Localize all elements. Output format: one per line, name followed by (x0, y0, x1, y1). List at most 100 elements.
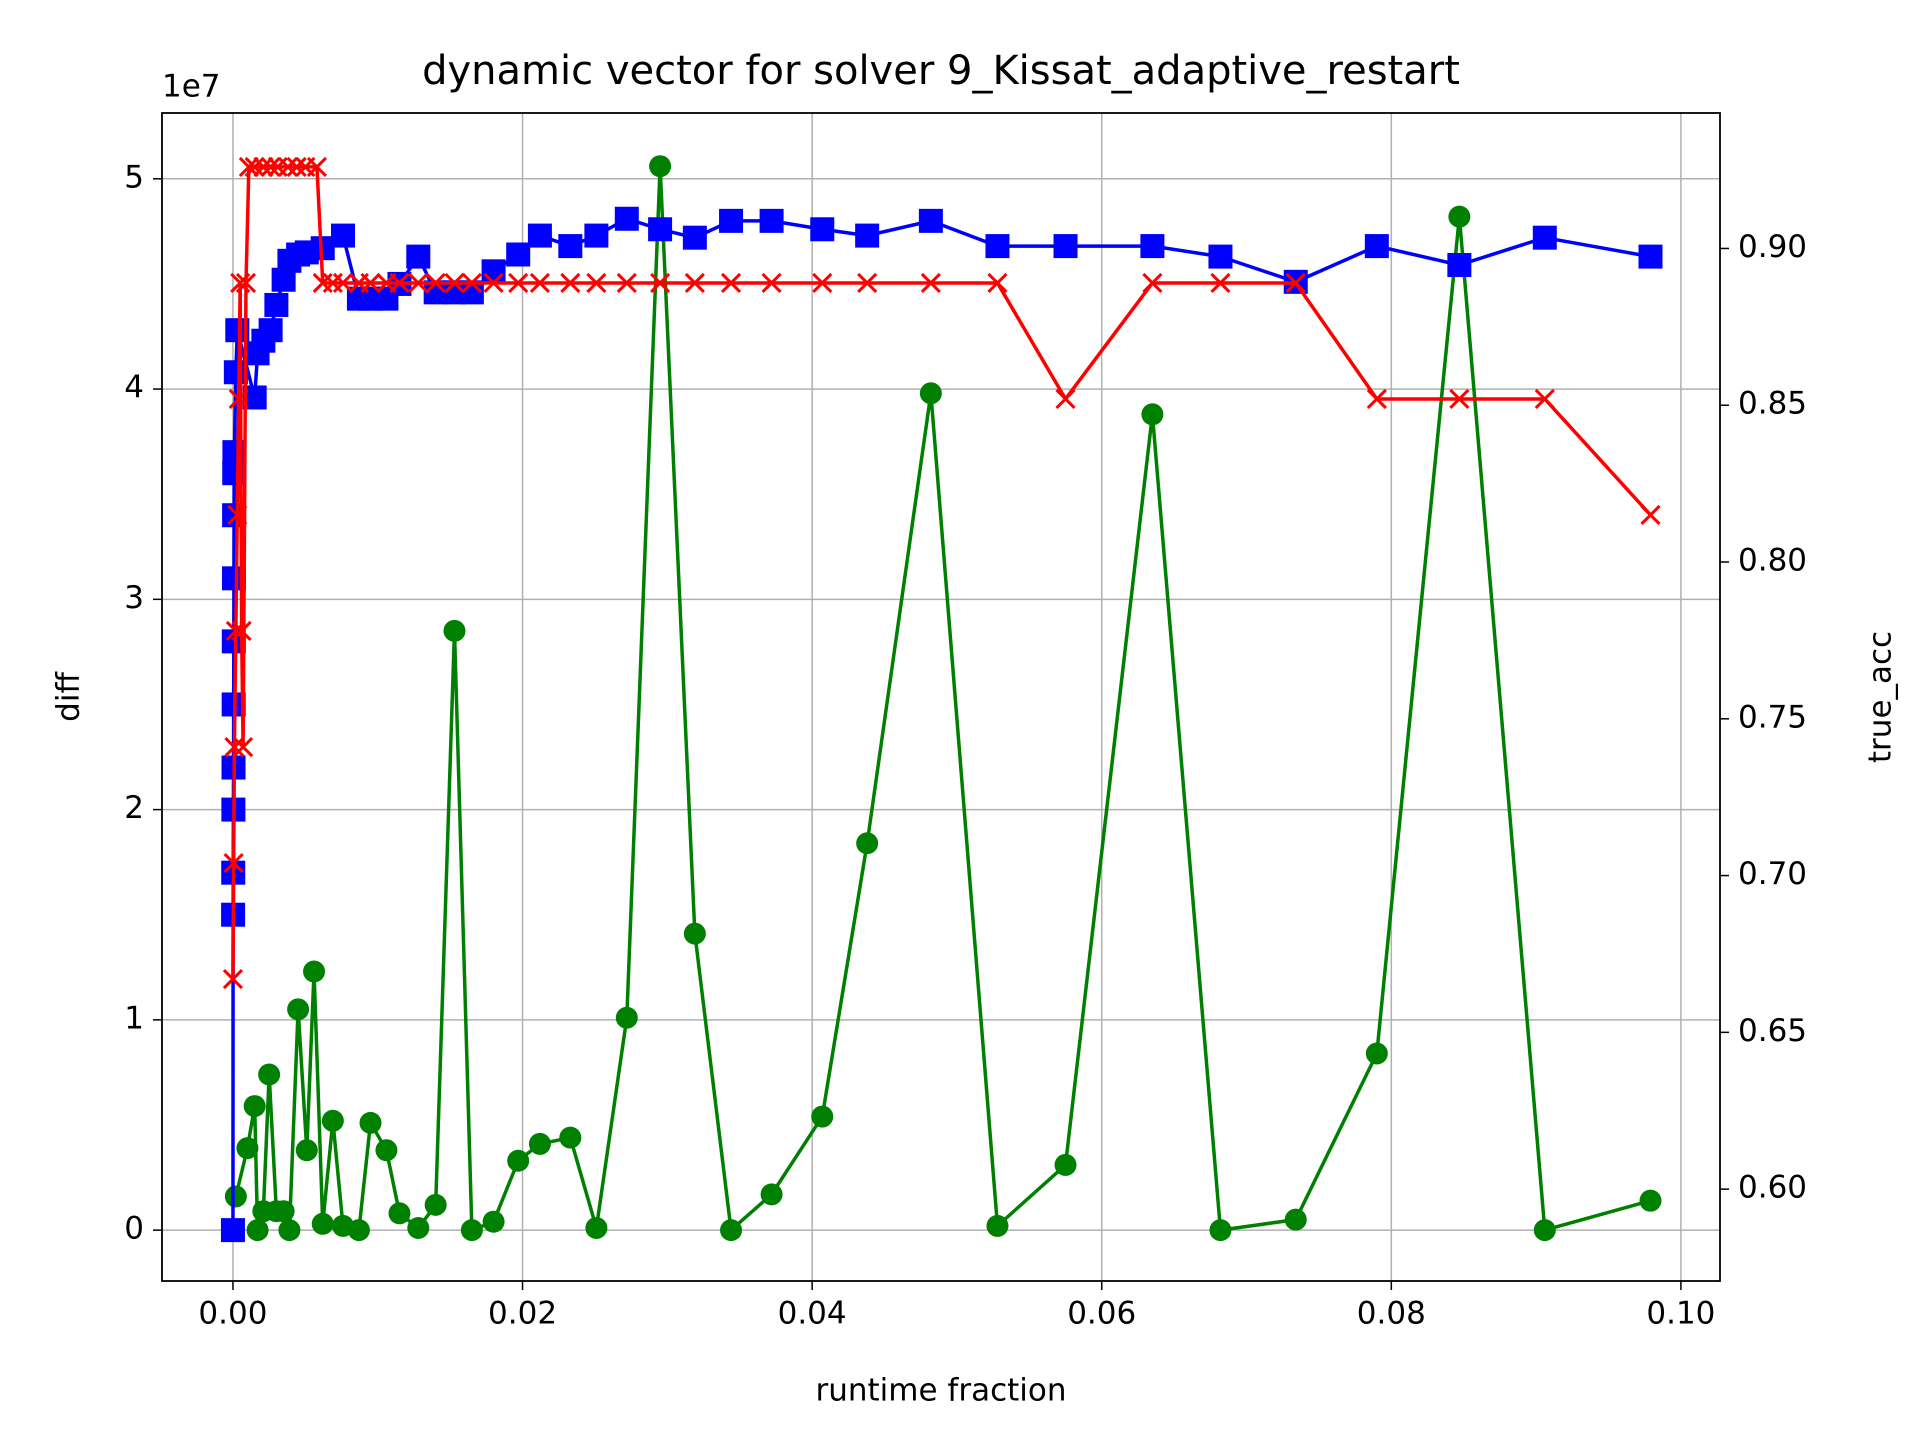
point (260, 156, 281, 177)
point (287, 998, 310, 1021)
point (811, 1105, 834, 1128)
point (233, 736, 254, 758)
point (483, 272, 504, 294)
point (648, 217, 673, 242)
point (246, 1219, 269, 1242)
point (311, 1212, 334, 1235)
plot-area (162, 113, 1720, 1281)
point (243, 1095, 266, 1118)
point (482, 1210, 505, 1233)
point (224, 736, 245, 758)
point (278, 1219, 301, 1242)
point (295, 1139, 318, 1162)
point (1366, 388, 1387, 410)
point (359, 1111, 382, 1134)
point (761, 272, 782, 294)
point (330, 223, 355, 248)
point (614, 206, 639, 231)
point (856, 832, 879, 855)
point (1365, 1042, 1388, 1065)
point (228, 388, 249, 410)
point (230, 272, 251, 294)
point (585, 1217, 608, 1240)
y2-tick-label: 0.85 (1738, 386, 1807, 422)
y2-tick-label: 0.90 (1738, 229, 1807, 265)
y-tick-label: 1 (124, 1000, 144, 1036)
y-tick-label: 4 (124, 370, 144, 406)
series-line (231, 165, 1652, 980)
point (855, 223, 880, 248)
point (236, 1137, 259, 1160)
point (258, 1063, 281, 1086)
point (650, 272, 671, 294)
point (306, 156, 327, 177)
y2-tick-label: 0.75 (1738, 699, 1807, 735)
point (231, 620, 252, 642)
point (615, 1006, 638, 1029)
point (1142, 272, 1163, 294)
point (408, 272, 429, 294)
point (1284, 1208, 1307, 1231)
point (481, 259, 506, 284)
point (1053, 234, 1078, 259)
point (388, 1202, 411, 1225)
point (1209, 1219, 1232, 1242)
point (321, 1109, 344, 1132)
point (810, 217, 835, 242)
point (1210, 272, 1231, 294)
point (586, 272, 607, 294)
point (559, 1126, 582, 1149)
point (918, 208, 943, 233)
point (1054, 1153, 1077, 1176)
point (719, 208, 744, 233)
x-tick-label: 0.08 (1357, 1296, 1426, 1332)
point (1534, 388, 1555, 410)
point (560, 272, 581, 294)
point (253, 156, 274, 177)
y-tick-label: 2 (124, 790, 144, 826)
point (616, 272, 637, 294)
point (272, 1200, 295, 1223)
point (1285, 272, 1306, 294)
point (507, 1149, 530, 1172)
point (244, 156, 265, 177)
point (347, 1219, 370, 1242)
point (332, 272, 354, 294)
point (857, 272, 878, 294)
point (759, 208, 784, 233)
x-tick-label: 0.02 (488, 1296, 557, 1332)
y-offset-label: 1e7 (162, 69, 221, 105)
point (225, 620, 246, 642)
point (527, 223, 552, 248)
x-axis-label: runtime fraction (815, 1373, 1066, 1409)
y2-tick-label: 0.60 (1738, 1170, 1807, 1206)
point (424, 1193, 447, 1216)
point (920, 272, 941, 294)
y-tick-label: 0 (124, 1211, 144, 1247)
point (264, 292, 289, 317)
point (222, 440, 247, 465)
point (406, 244, 431, 269)
y2-tick-label: 0.70 (1738, 856, 1807, 892)
y2-axis-label: true_acc (1863, 631, 1899, 763)
point (506, 242, 531, 267)
point (1639, 1189, 1662, 1212)
point (684, 272, 705, 294)
point (444, 272, 465, 294)
y-axis-label: diff (51, 672, 87, 722)
point (1533, 1219, 1556, 1242)
point (529, 272, 550, 294)
point (242, 385, 267, 410)
y-tick-label: 3 (124, 580, 144, 616)
point (1055, 388, 1076, 410)
point (682, 225, 707, 250)
point (375, 1139, 398, 1162)
x-tick-label: 0.04 (778, 1296, 847, 1332)
point (286, 156, 307, 177)
point (1640, 504, 1661, 526)
point (389, 272, 410, 294)
point (683, 922, 706, 945)
point (720, 1219, 743, 1242)
x-tick-label: 0.00 (198, 1296, 267, 1332)
point (277, 156, 299, 177)
